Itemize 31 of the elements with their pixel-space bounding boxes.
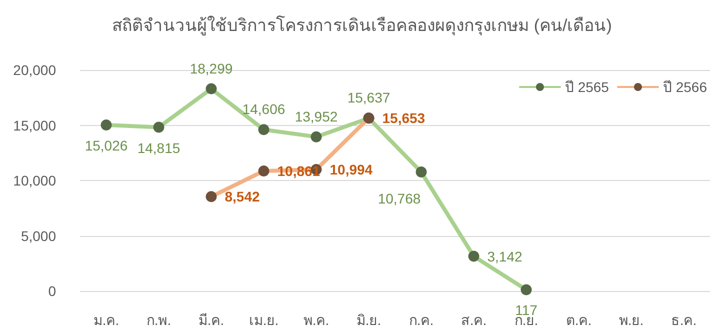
x-tick-label: เม.ย. (248, 312, 279, 328)
x-tick-label: พ.ย. (618, 312, 644, 328)
data-label: 3,142 (487, 248, 522, 264)
data-label: 13,952 (294, 108, 338, 124)
y-tick-label: 0 (48, 283, 56, 299)
legend-label: ปี 2566 (662, 79, 708, 95)
x-tick-label: ส.ค. (460, 312, 487, 328)
data-label: 15,653 (382, 110, 426, 126)
chart-title: สถิติจำนวนผู้ใช้บริการโครงการเดินเรือคลองผดุงกรุงเกษม (คน/เดือน) (112, 15, 612, 36)
data-label: 14,815 (137, 140, 180, 156)
y-tick-label: 15,000 (13, 117, 56, 134)
data-label: 10,861 (277, 162, 320, 179)
data-label: 15,637 (347, 90, 390, 106)
legend-label: ปี 2565 (564, 79, 610, 95)
y-tick-label: 10,000 (13, 172, 56, 188)
data-label: 14,606 (242, 101, 286, 118)
y-tick-label: 5,000 (20, 228, 56, 244)
x-tick-label: ก.ค. (408, 312, 434, 328)
data-label: 8,542 (224, 188, 260, 205)
x-tick-label: ธ.ค. (670, 312, 697, 328)
x-tick-label: มิ.ย. (356, 312, 382, 328)
x-tick-label: มี.ค. (198, 312, 224, 328)
x-tick-label: ต.ค. (566, 312, 592, 328)
data-label: 15,026 (84, 137, 128, 154)
y-tick-label: 20,000 (13, 62, 56, 78)
x-tick-label: ก.พ. (146, 312, 172, 328)
x-tick-label: พ.ค. (303, 312, 330, 328)
data-label: 10,994 (330, 162, 373, 178)
data-label: 18,299 (190, 60, 233, 76)
x-tick-label: ม.ค. (93, 312, 120, 328)
data-label: 10,768 (378, 190, 421, 207)
